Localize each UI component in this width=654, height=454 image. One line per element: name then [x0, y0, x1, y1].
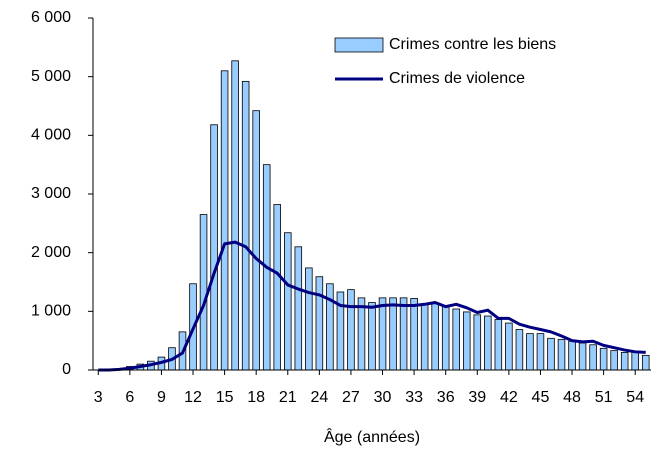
x-tick-label: 45 — [532, 389, 550, 406]
bar — [515, 329, 524, 371]
bar — [220, 70, 229, 371]
bar — [494, 319, 503, 371]
bar — [536, 333, 545, 371]
bar — [589, 344, 597, 371]
x-tick-label: 6 — [125, 389, 134, 406]
bar — [547, 337, 555, 371]
bar — [368, 302, 376, 371]
x-tick-label: 9 — [157, 389, 166, 406]
x-tick-label: 33 — [405, 389, 423, 406]
bar — [326, 283, 334, 371]
y-tick-label: 4 000 — [31, 127, 71, 144]
y-tick-label: 2 000 — [31, 244, 71, 261]
bar — [347, 289, 355, 371]
x-tick-label: 12 — [184, 389, 202, 406]
bar — [231, 60, 239, 371]
bar — [441, 306, 450, 371]
x-tick-label: 27 — [342, 389, 360, 406]
x-tick-label: 39 — [468, 389, 486, 406]
bar — [378, 297, 387, 371]
bar — [294, 246, 303, 371]
y-tick-label: 5 000 — [31, 68, 71, 85]
bar — [578, 342, 587, 371]
y-tick-label: 1 000 — [31, 303, 71, 320]
bar — [199, 214, 208, 371]
bar — [431, 303, 439, 371]
bar — [610, 350, 618, 371]
bar — [315, 276, 324, 371]
x-tick-label: 18 — [247, 389, 265, 406]
bar — [452, 308, 460, 371]
x-tick-label: 24 — [310, 389, 328, 406]
x-tick-label: 42 — [500, 389, 518, 406]
y-tick-label: 3 000 — [31, 185, 71, 202]
x-axis-label: Âge (années) — [324, 427, 420, 446]
bar — [462, 311, 471, 371]
bar — [631, 351, 639, 371]
bar — [210, 124, 218, 371]
x-tick-label: 30 — [374, 389, 392, 406]
bar — [568, 340, 576, 371]
bar — [357, 297, 366, 371]
y-tick-label: 6 000 — [31, 9, 71, 26]
y-tick-label: 0 — [62, 361, 71, 378]
legend-label: Crimes de violence — [389, 70, 525, 87]
bar — [641, 354, 650, 371]
x-tick-label: 21 — [279, 389, 297, 406]
bar — [420, 303, 429, 371]
bar — [620, 351, 629, 371]
bar — [526, 333, 534, 371]
bar — [252, 110, 260, 371]
bar — [505, 322, 513, 371]
bar — [284, 232, 292, 371]
x-tick-label: 54 — [626, 389, 644, 406]
bar — [557, 339, 566, 371]
legend-label: Crimes contre les biens — [389, 36, 556, 53]
bar — [305, 267, 313, 371]
bar — [389, 297, 397, 371]
bar — [484, 315, 492, 371]
x-tick-label: 51 — [595, 389, 613, 406]
legend-swatch — [334, 37, 384, 53]
x-tick-label: 48 — [563, 389, 581, 406]
bar — [273, 204, 282, 371]
x-tick-label: 36 — [437, 389, 455, 406]
bar — [241, 80, 250, 371]
x-tick-label: 15 — [216, 389, 234, 406]
bar — [599, 347, 608, 371]
line — [98, 240, 646, 372]
bar — [399, 297, 408, 371]
bar — [410, 298, 418, 371]
x-tick-label: 3 — [94, 389, 103, 406]
bar — [473, 314, 482, 371]
